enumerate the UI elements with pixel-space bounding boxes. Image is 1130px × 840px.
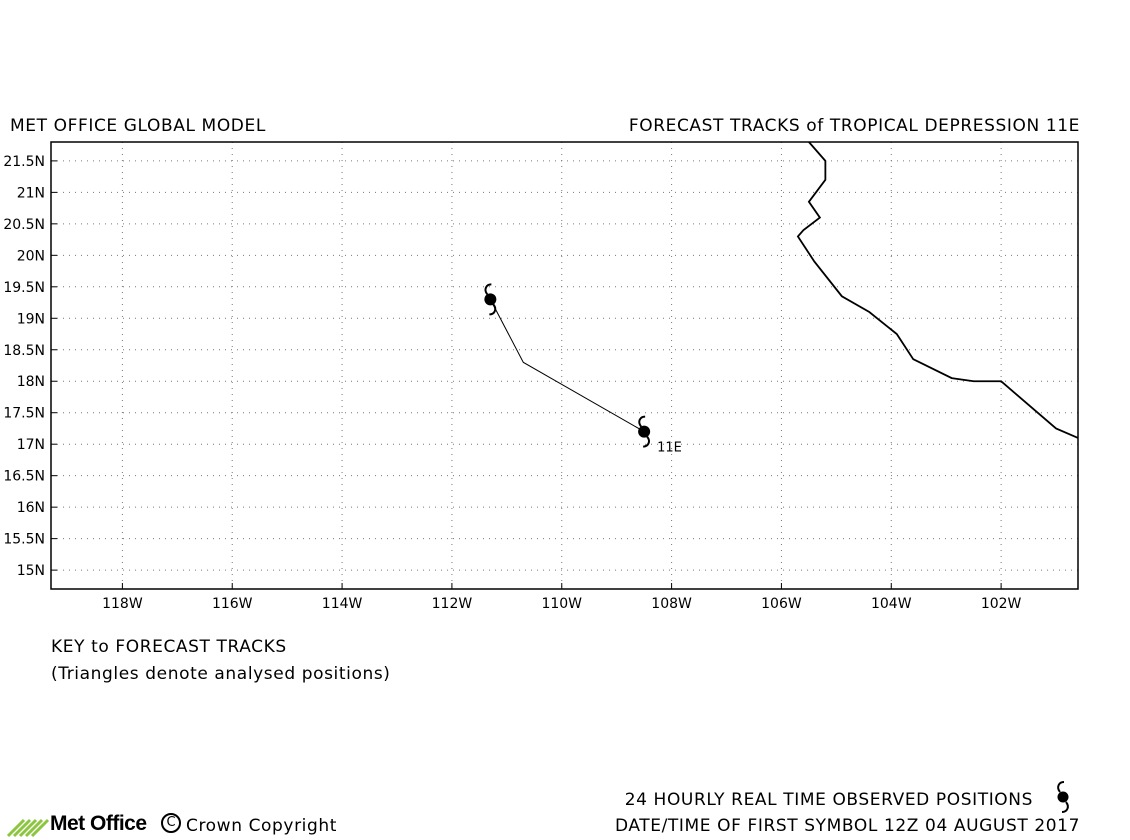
lat-tick-label: 20N: [17, 248, 45, 264]
lat-tick-label: 19N: [17, 311, 45, 327]
lat-tick-label: 21N: [17, 185, 45, 201]
key-title: KEY to FORECAST TRACKS: [51, 637, 287, 657]
cyclone-position-icon: [638, 415, 651, 448]
lon-tick-label: 110W: [541, 596, 582, 612]
map-title-left: MET OFFICE GLOBAL MODEL: [10, 116, 266, 136]
lon-tick-label: 114W: [322, 596, 363, 612]
axis-labels-layer: 21.5N 21N 20.5N 20N 19.5N 19N 18.5N 18N 17.5N 17N…: [3, 154, 1021, 612]
lon-tick-label: 104W: [871, 596, 912, 612]
lat-tick-label: 17.5N: [3, 406, 45, 422]
lat-tick-label: 19.5N: [3, 280, 45, 296]
lon-tick-label: 106W: [761, 596, 802, 612]
lon-tick-label: 108W: [651, 596, 692, 612]
map-title-right: FORECAST TRACKS of TROPICAL DEPRESSION 1…: [628, 116, 1080, 136]
lat-tick-label: 16N: [17, 500, 45, 516]
copyright-icon: C: [161, 813, 181, 833]
lat-tick-label: 15.5N: [3, 532, 45, 548]
lon-tick-label: 112W: [432, 596, 473, 612]
lon-tick-label: 102W: [981, 596, 1022, 612]
first-symbol-datetime: DATE/TIME OF FIRST SYMBOL 12Z 04 AUGUST …: [614, 816, 1080, 836]
lat-tick-label: 18N: [17, 374, 45, 390]
key-note: (Triangles denote analysed positions): [51, 664, 391, 684]
lon-tick-label: 118W: [102, 596, 143, 612]
met-office-logo-text: Met Office: [50, 812, 147, 835]
grid-layer: [51, 142, 1078, 589]
storm-track-line: [489, 299, 645, 433]
cyclone-position-icon: [484, 283, 497, 316]
lat-tick-label: 16.5N: [3, 469, 45, 485]
cyclone-legend-icon: [1057, 781, 1069, 813]
observed-positions-label: 24 HOURLY REAL TIME OBSERVED POSITIONS: [624, 790, 1033, 810]
storm-track-layer: 11E: [484, 283, 682, 456]
met-office-logo-icon: [6, 818, 50, 838]
map-frame: [50, 141, 1079, 590]
lat-tick-label: 15N: [17, 563, 45, 579]
lat-tick-label: 17N: [17, 437, 45, 453]
mexico-coastline: [796, 141, 1079, 439]
coastline-layer: [796, 141, 1079, 439]
lat-tick-label: 20.5N: [3, 217, 45, 233]
storm-name-label: 11E: [657, 441, 682, 456]
lat-tick-label: 21.5N: [3, 154, 45, 170]
copyright-text: Crown Copyright: [186, 816, 338, 836]
lon-tick-label: 116W: [212, 596, 253, 612]
lat-tick-label: 18.5N: [3, 343, 45, 359]
